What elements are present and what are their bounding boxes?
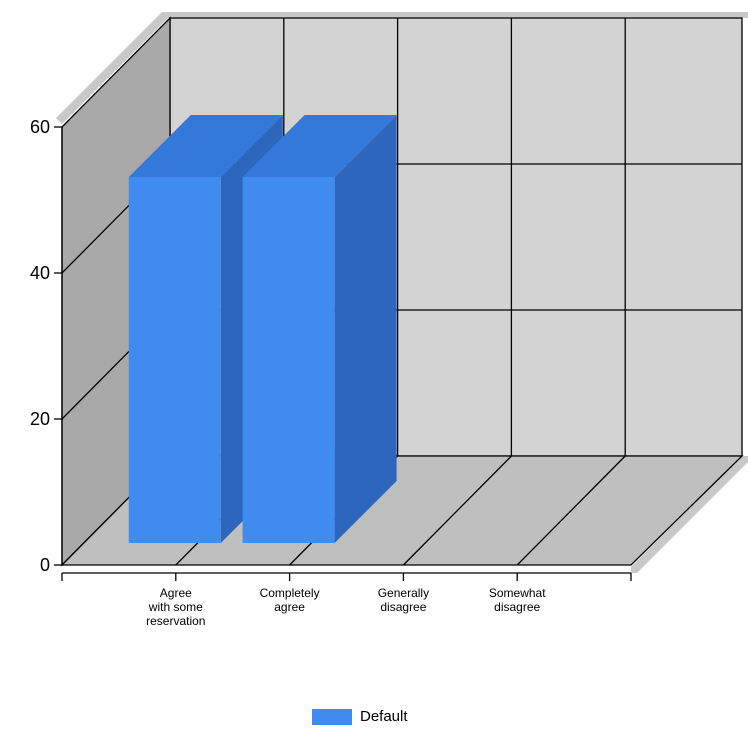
- legend: Default: [312, 708, 408, 725]
- bar-front: [128, 177, 221, 543]
- y-tick-label: 40: [30, 263, 50, 283]
- x-axis: [61, 572, 632, 581]
- y-tick-label: 60: [30, 117, 50, 137]
- y-tick-label: 20: [30, 409, 50, 429]
- bar-front: [242, 177, 335, 543]
- bar-series: [128, 115, 397, 543]
- y-axis: 0 20 40 60: [30, 117, 63, 575]
- category-label: Completely agree: [260, 586, 320, 614]
- legend-swatch: [312, 708, 352, 725]
- bar-top: [242, 115, 397, 177]
- category-label: Somewhat disagree: [489, 586, 546, 614]
- bar-2: [242, 115, 397, 543]
- category-label: Generally disagree: [378, 586, 429, 614]
- bar-side: [334, 115, 397, 543]
- legend-label: Default: [360, 708, 408, 725]
- floor-line: [402, 455, 512, 566]
- category-label: Agree with some reservation: [146, 586, 205, 628]
- axis-labels: Agree with some reservation Completely agree…: [146, 586, 546, 628]
- floor-line: [516, 455, 626, 566]
- wall-shadow-bottom: [631, 456, 748, 573]
- y-tick-label: 0: [40, 555, 50, 575]
- bar-top: [128, 115, 283, 177]
